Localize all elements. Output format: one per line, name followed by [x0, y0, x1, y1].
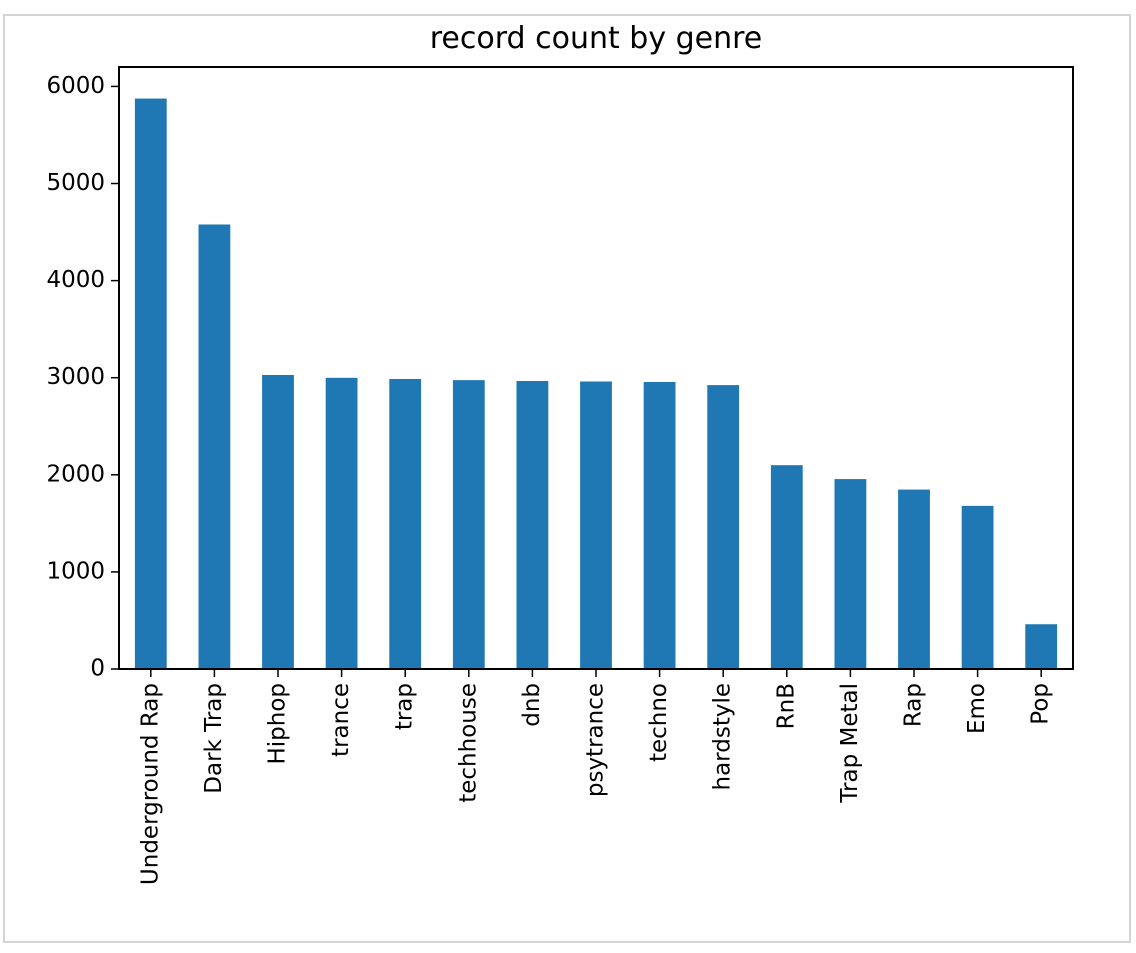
bar-emo: [961, 505, 994, 669]
bar-hiphop: [262, 374, 294, 669]
x-tick-label: dnb: [519, 683, 545, 727]
figure-frame: [3, 14, 1131, 943]
bars-group: [134, 98, 1058, 670]
y-tick-label: 5000: [46, 170, 105, 196]
bar-underground-rap: [134, 98, 167, 669]
y-tick-label: 4000: [46, 267, 105, 293]
bar-rap: [898, 489, 930, 669]
bar-rnb: [770, 465, 803, 669]
x-axis: Underground Rap Dark Trap Hiphop trance trap…: [137, 669, 1054, 885]
x-tick-label: techno: [646, 683, 672, 762]
x-tick-label: Hiphop: [265, 683, 291, 765]
x-tick-label: psytrance: [583, 683, 609, 797]
x-tick-label: trance: [328, 683, 354, 757]
y-axis: 0 1000 2000 3000 4000 5000 6000: [46, 73, 119, 682]
x-tick-label: Pop: [1028, 683, 1054, 725]
y-tick-label: 2000: [46, 461, 105, 487]
x-tick-label: Emo: [964, 683, 990, 734]
bar-trance: [325, 377, 358, 669]
y-tick-label: 1000: [46, 558, 105, 584]
x-tick-label: Rap: [901, 683, 927, 727]
bar-pop: [1025, 624, 1058, 669]
bar-psytrance: [580, 381, 612, 669]
y-tick-label: 3000: [46, 364, 105, 390]
y-tick-label: 0: [90, 656, 105, 682]
bar-techno: [643, 381, 676, 669]
x-tick-label: hardstyle: [710, 683, 736, 790]
x-tick-label: trap: [392, 683, 418, 730]
chart-title: record count by genre: [430, 21, 763, 56]
x-tick-label: RnB: [773, 683, 799, 729]
bar-hardstyle: [707, 385, 740, 669]
x-tick-label: techhouse: [455, 683, 481, 803]
y-tick-label: 6000: [46, 73, 105, 99]
bar-trap: [389, 378, 422, 669]
bar-dnb: [516, 381, 549, 669]
bar-trap-metal: [834, 479, 867, 669]
x-tick-label: Trap Metal: [837, 683, 863, 804]
bar-techhouse: [452, 380, 485, 669]
bar-dark-trap: [198, 224, 231, 670]
x-tick-label: Dark Trap: [201, 683, 227, 794]
x-tick-label: Underground Rap: [137, 683, 163, 885]
